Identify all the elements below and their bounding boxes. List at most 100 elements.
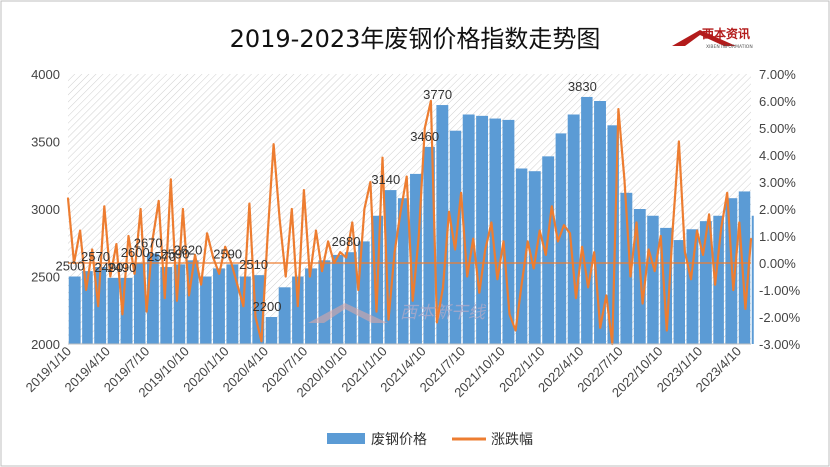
- price-bar: [489, 118, 501, 344]
- legend-swatch-bars: [327, 433, 365, 444]
- change-rate-point: [563, 224, 565, 227]
- price-bar: [515, 168, 528, 344]
- right-axis-tick-label: 1.00%: [759, 229, 796, 244]
- price-bar: [133, 263, 146, 344]
- change-rate-point: [544, 254, 547, 256]
- data-label: 3770: [423, 87, 452, 102]
- change-rate-point: [393, 251, 396, 254]
- change-rate-point: [151, 237, 154, 240]
- change-rate-point: [417, 235, 420, 237]
- change-rate-point: [653, 270, 656, 272]
- data-label: 2200: [253, 299, 282, 314]
- change-rate-point: [696, 229, 698, 232]
- change-rate-point: [91, 248, 94, 251]
- change-rate-point: [254, 316, 257, 318]
- price-bar: [462, 114, 475, 344]
- right-axis-tick-label: 6.00%: [759, 94, 796, 109]
- change-rate-point: [659, 235, 662, 237]
- data-label: 2590: [213, 246, 242, 261]
- change-rate-point: [550, 205, 553, 208]
- brand-logo-text: 西本资讯: [702, 26, 750, 41]
- data-label: 2600: [121, 245, 150, 260]
- price-bar: [68, 276, 81, 344]
- data-label: 2490: [94, 260, 123, 275]
- change-rate-point: [629, 275, 632, 278]
- change-rate-point: [750, 237, 752, 240]
- price-bar: [200, 276, 212, 344]
- price-bar: [358, 241, 370, 344]
- change-rate-point: [145, 310, 148, 313]
- change-rate-point: [677, 140, 680, 143]
- price-bar: [213, 268, 225, 344]
- change-rate-point: [224, 245, 227, 248]
- change-rate-point: [569, 232, 571, 235]
- change-rate-point: [526, 240, 529, 243]
- price-bar: [305, 268, 317, 344]
- price-bar: [620, 192, 633, 344]
- change-rate-point: [587, 286, 590, 289]
- change-rate-point: [97, 305, 100, 308]
- change-rate-point: [272, 143, 275, 146]
- left-axis-tick-label: 2000: [31, 337, 60, 352]
- price-bar: [567, 114, 580, 344]
- change-rate-point: [538, 229, 541, 232]
- right-axis-tick-label: 0.00%: [759, 256, 796, 271]
- change-rate-point: [182, 208, 184, 210]
- price-bar: [226, 264, 239, 344]
- right-axis-tick-label: -2.00%: [759, 310, 801, 325]
- change-rate-point: [284, 275, 287, 278]
- price-bar: [331, 254, 344, 344]
- data-label: 2620: [173, 242, 202, 257]
- legend: 废钢价格 涨跌幅: [327, 432, 533, 448]
- right-axis-tick-label: 5.00%: [759, 121, 796, 136]
- price-bar: [647, 215, 659, 344]
- data-label: 2490: [107, 260, 136, 275]
- brand-logo: 西本资讯 XIBEN INFORMATION: [672, 26, 753, 50]
- price-bar: [686, 229, 699, 344]
- change-rate-point: [369, 181, 372, 183]
- change-rate-point: [556, 240, 559, 243]
- brand-logo-subtext: XIBEN INFORMATION: [706, 44, 753, 50]
- change-rate-point: [248, 202, 251, 205]
- change-rate-point: [532, 267, 535, 270]
- change-rate-point: [599, 326, 602, 329]
- change-rate-point: [665, 329, 668, 332]
- price-bar: [173, 264, 186, 344]
- change-rate-point: [381, 156, 384, 159]
- watermark: 西本新干线: [308, 303, 487, 323]
- data-label: 3830: [568, 79, 597, 94]
- price-bar: [436, 105, 449, 344]
- change-rate-point: [79, 229, 81, 232]
- data-label: 2680: [332, 234, 361, 249]
- data-label: 2500: [56, 259, 85, 274]
- change-rate-point: [200, 283, 202, 286]
- data-label: 2670: [134, 236, 163, 251]
- change-rate-point: [454, 248, 456, 251]
- price-bar: [186, 260, 199, 344]
- change-rate-point: [115, 243, 118, 246]
- price-bar: [594, 101, 606, 344]
- watermark-text: 西本新干线: [400, 303, 487, 323]
- change-rate-point: [744, 308, 747, 310]
- change-rate-point: [593, 251, 596, 254]
- change-rate-point: [732, 289, 735, 291]
- change-rate-point: [212, 256, 215, 259]
- price-bar: [344, 252, 357, 344]
- price-bar: [699, 221, 712, 344]
- change-rate-point: [67, 197, 69, 200]
- price-bar: [146, 253, 159, 344]
- change-rate-point: [85, 289, 88, 291]
- change-rate-point: [266, 235, 269, 237]
- change-rate-line: [66, 99, 753, 346]
- change-rate-point: [448, 210, 450, 213]
- brand-logo-icon: [672, 30, 736, 46]
- change-rate-point: [163, 297, 166, 299]
- price-bar: [738, 191, 751, 344]
- change-rate-point: [478, 291, 481, 294]
- change-rate-point: [405, 175, 408, 178]
- change-rate-point: [714, 283, 717, 286]
- change-rate-point: [242, 305, 245, 308]
- price-bar: [120, 277, 133, 344]
